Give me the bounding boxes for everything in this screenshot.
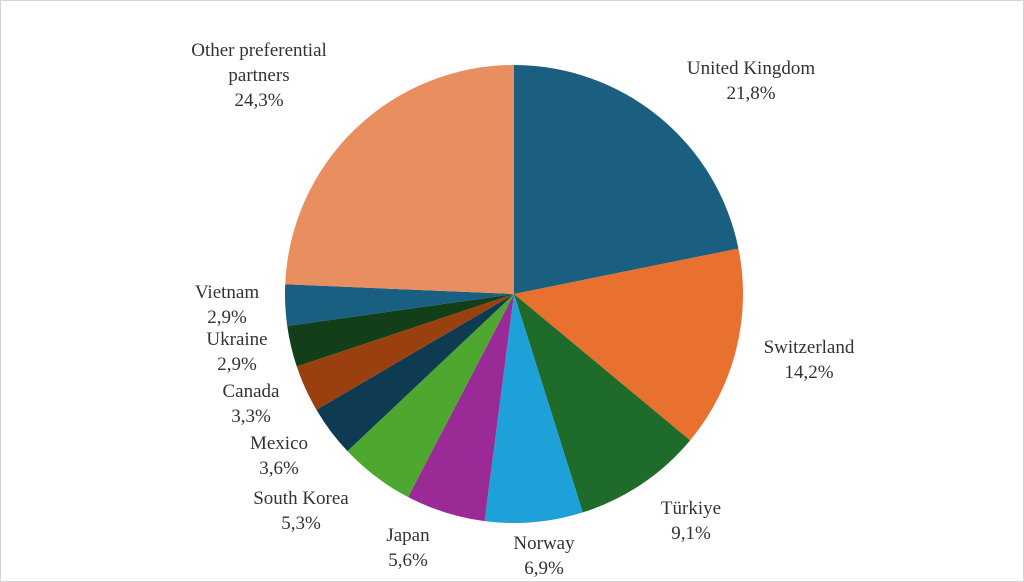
slice-label: Norway 6,9% bbox=[464, 531, 624, 581]
category-name: Vietnam bbox=[194, 282, 260, 303]
category-name: Switzerland bbox=[763, 337, 855, 358]
pie-slice bbox=[514, 294, 691, 513]
category-name: Norway bbox=[513, 533, 575, 554]
value-label: 21,8% bbox=[726, 83, 776, 104]
value-label: 9,1% bbox=[671, 523, 711, 544]
value-label: 2,9% bbox=[207, 307, 247, 328]
category-name: United Kingdom bbox=[686, 58, 816, 79]
category-name: Canada bbox=[222, 381, 280, 402]
category-name: Türkiye bbox=[660, 498, 722, 519]
slice-label: Vietnam 2,9% bbox=[157, 280, 297, 330]
pie-slice bbox=[347, 294, 514, 498]
category-name: Ukraine bbox=[206, 329, 268, 350]
pie-slice bbox=[285, 64, 514, 294]
value-label: 24,3% bbox=[234, 90, 284, 111]
value-label: 3,3% bbox=[231, 406, 271, 427]
category-name: South Korea bbox=[253, 488, 349, 509]
pie-slice bbox=[484, 294, 583, 523]
slice-label: United Kingdom 21,8% bbox=[641, 56, 861, 106]
category-name: Japan bbox=[386, 525, 430, 546]
category-name: Mexico bbox=[249, 433, 309, 454]
pie-slice bbox=[514, 65, 739, 294]
value-label: 3,6% bbox=[259, 458, 299, 479]
pie-slice bbox=[514, 248, 743, 441]
pie-slice bbox=[296, 294, 514, 410]
slice-label: Japan 5,6% bbox=[348, 523, 468, 573]
pie-slice bbox=[316, 294, 514, 452]
slice-label: Mexico 3,6% bbox=[209, 431, 349, 481]
value-label: 5,3% bbox=[281, 513, 321, 534]
slice-label: Canada 3,3% bbox=[181, 379, 321, 429]
value-label: 2,9% bbox=[217, 354, 257, 375]
slice-label: Türkiye 9,1% bbox=[611, 496, 771, 546]
value-label: 14,2% bbox=[784, 362, 834, 383]
value-label: 5,6% bbox=[388, 550, 428, 571]
slice-label: Other preferential partners 24,3% bbox=[164, 38, 354, 113]
category-name: Other preferential partners bbox=[191, 40, 327, 86]
slice-label: South Korea 5,3% bbox=[221, 486, 381, 536]
slice-label: Switzerland 14,2% bbox=[709, 335, 909, 385]
pie-slice bbox=[287, 294, 514, 367]
value-label: 6,9% bbox=[524, 558, 564, 579]
pie-slice bbox=[284, 284, 514, 326]
pie-slice bbox=[408, 294, 514, 522]
slice-label: Ukraine 2,9% bbox=[167, 327, 307, 377]
